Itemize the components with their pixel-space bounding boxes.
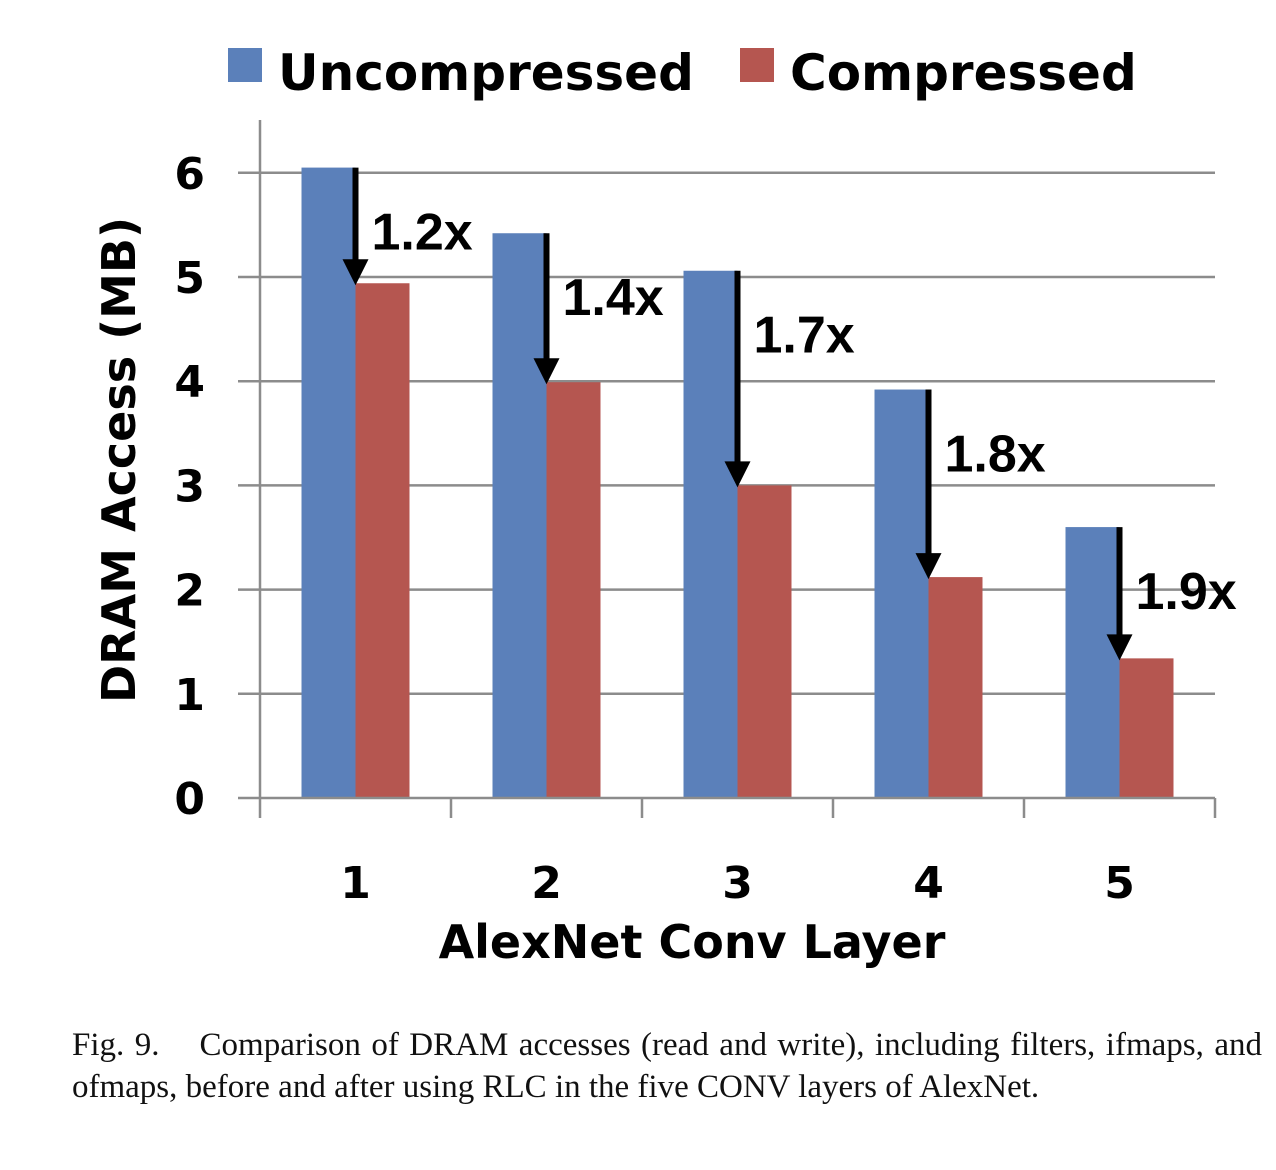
y-tick-label: 0 — [174, 774, 205, 825]
reduction-arrow — [533, 233, 560, 385]
reduction-arrows — [342, 167, 1133, 661]
y-axis-title: DRAM Access (MB) — [92, 217, 146, 703]
bars — [301, 167, 1174, 799]
ratio-annotation: 1.8x — [945, 426, 1046, 484]
figure-caption: Fig. 9. Comparison of DRAM accesses (read… — [72, 1024, 1262, 1108]
x-tick-label: 1 — [340, 858, 371, 909]
legend-label-compressed: Compressed — [790, 44, 1137, 102]
x-axis-title: AlexNet Conv Layer — [439, 915, 946, 969]
x-tick-labels: 1 2 3 4 5 — [340, 858, 1135, 909]
legend-label-uncompressed: Uncompressed — [278, 44, 694, 102]
bar-chart: Uncompressed Compressed 0 1 2 3 4 5 6 1 2 3 4 5 1.… — [92, 44, 1237, 969]
reduction-arrow — [724, 270, 751, 488]
caption-label: Fig. 9. — [72, 1027, 160, 1063]
legend: Uncompressed Compressed — [228, 44, 1137, 102]
reduction-arrow — [1106, 527, 1133, 661]
y-tick-label: 2 — [174, 566, 205, 617]
arrow-head — [342, 259, 369, 286]
caption-text: Comparison of DRAM accesses (read and wr… — [72, 1027, 1262, 1105]
ratio-annotation: 1.4x — [563, 269, 664, 327]
legend-swatch-compressed — [740, 48, 774, 82]
bar-compressed — [737, 485, 792, 798]
y-tick-label: 5 — [174, 253, 205, 304]
bar-compressed — [928, 577, 983, 798]
ratio-annotations: 1.2x 1.4x 1.7x 1.8x 1.9x — [372, 204, 1237, 621]
y-tick-labels: 0 1 2 3 4 5 6 — [174, 149, 205, 825]
x-tick-label: 2 — [531, 858, 562, 909]
ratio-annotation: 1.9x — [1136, 563, 1237, 621]
bar-compressed — [355, 283, 410, 798]
y-tick-label: 3 — [174, 461, 205, 512]
reduction-arrow — [915, 389, 942, 580]
bar-compressed — [1119, 658, 1174, 798]
arrow-head — [1106, 634, 1133, 661]
y-tick-label: 6 — [174, 149, 205, 200]
bar-uncompressed — [683, 270, 738, 798]
bar-uncompressed — [1065, 527, 1120, 798]
bar-uncompressed — [874, 389, 929, 798]
ratio-annotation: 1.2x — [372, 204, 473, 262]
reduction-arrow — [342, 167, 369, 286]
bar-compressed — [546, 382, 601, 798]
x-tick-label: 3 — [722, 858, 753, 909]
x-tick-label: 5 — [1104, 858, 1135, 909]
bar-uncompressed — [301, 167, 356, 799]
x-tick-label: 4 — [913, 858, 944, 909]
y-tick-label: 1 — [174, 670, 205, 721]
axes — [238, 120, 1217, 818]
arrow-head — [915, 553, 942, 580]
arrow-head — [533, 358, 560, 385]
bar-uncompressed — [492, 233, 547, 799]
legend-swatch-uncompressed — [228, 48, 262, 82]
y-tick-label: 4 — [174, 357, 205, 408]
ratio-annotation: 1.7x — [754, 307, 855, 365]
arrow-head — [724, 461, 751, 488]
